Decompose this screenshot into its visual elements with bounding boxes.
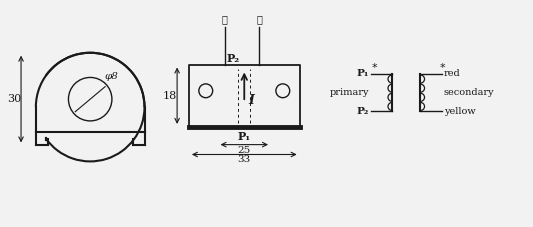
Text: secondary: secondary — [444, 88, 495, 97]
Text: 18: 18 — [163, 91, 177, 101]
Text: 33: 33 — [238, 155, 251, 165]
Text: *: * — [372, 62, 377, 72]
Text: *: * — [440, 62, 446, 72]
Text: red: red — [444, 69, 461, 78]
Text: 红: 红 — [256, 15, 262, 24]
Text: primary: primary — [329, 88, 369, 97]
Text: I: I — [248, 94, 254, 107]
Text: 25: 25 — [238, 146, 251, 155]
Text: P₂: P₂ — [226, 53, 239, 64]
Text: 30: 30 — [7, 94, 21, 104]
Text: φ8: φ8 — [104, 72, 118, 81]
Text: yellow: yellow — [444, 106, 475, 116]
Text: P₂: P₂ — [357, 106, 369, 116]
Text: P₁: P₁ — [238, 131, 251, 142]
Text: P₁: P₁ — [357, 69, 369, 78]
Text: 黄: 黄 — [222, 15, 228, 24]
